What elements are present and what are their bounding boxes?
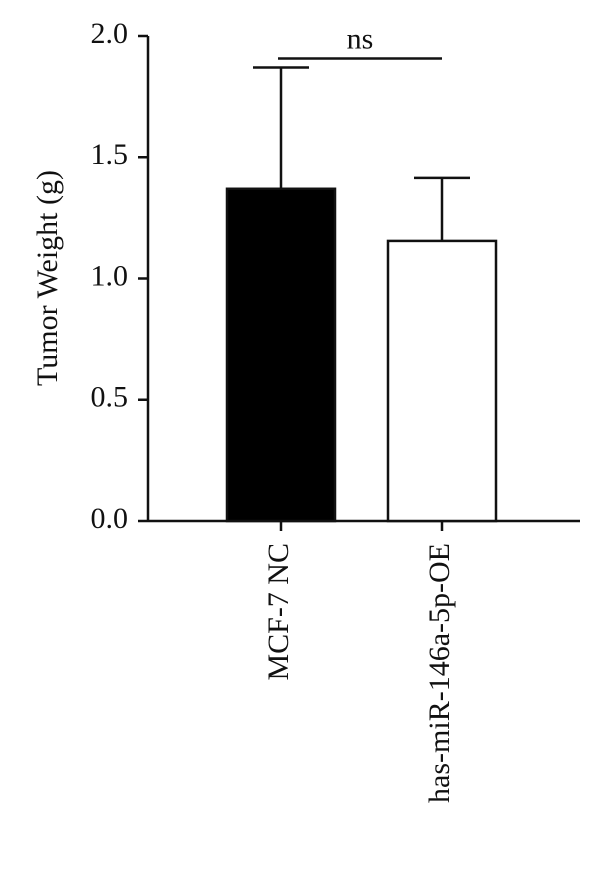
- y-tick-label: 2.0: [91, 17, 129, 50]
- bar: [225, 187, 337, 523]
- y-tick-label: 1.0: [91, 259, 129, 292]
- y-tick-label: 1.5: [91, 138, 129, 171]
- significance-label: ns: [347, 23, 374, 56]
- bar: [386, 239, 498, 523]
- y-axis-label: Tumor Weight (g): [31, 170, 64, 386]
- x-tick-label: MCF-7 NC: [262, 543, 295, 681]
- y-tick-label: 0.5: [91, 381, 129, 414]
- x-tick-label: has-miR-146a-5p-OE: [423, 543, 456, 803]
- y-tick-label: 0.0: [91, 502, 129, 535]
